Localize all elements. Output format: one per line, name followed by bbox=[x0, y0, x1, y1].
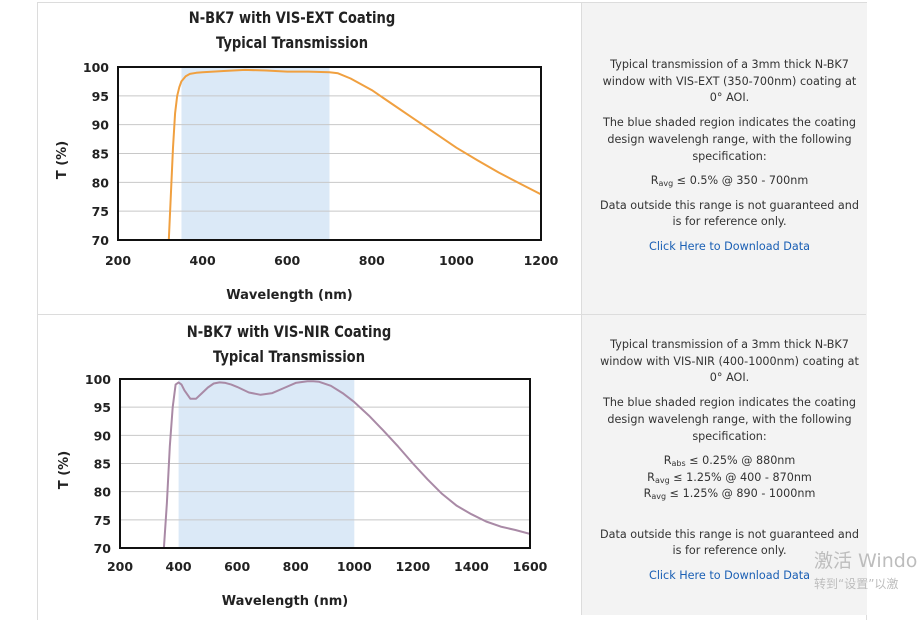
disclaimer-text: Data outside this range is not guarantee… bbox=[600, 198, 859, 229]
shaded-region-text: The blue shaded region indicates the coa… bbox=[603, 116, 856, 163]
x-axis-label: Wavelength (nm) bbox=[226, 288, 352, 303]
chart-subtitle: Typical Transmission bbox=[216, 34, 368, 53]
y-tick-label: 95 bbox=[92, 89, 109, 104]
spec-item: Ravg ≤ 0.5% @ 350 - 700nm bbox=[650, 174, 809, 189]
chart-cell: N-BK7 with VIS-NIR Coating Typical Trans… bbox=[38, 315, 581, 615]
x-tick-label: 800 bbox=[359, 253, 385, 268]
description-cell: Typical transmission of a 3mm thick N-BK… bbox=[581, 315, 867, 615]
windows-activation-watermark: 激活 Windo 转到“设置”以激 bbox=[814, 546, 917, 592]
x-tick-label: 200 bbox=[107, 559, 133, 574]
disclaimer-text: Data outside this range is not guarantee… bbox=[600, 527, 859, 558]
chart-subtitle: Typical Transmission bbox=[213, 348, 365, 367]
chart-title: N-BK7 with VIS-NIR Coating bbox=[187, 323, 391, 342]
table-row: N-BK7 with VIS-EXT Coating Typical Trans… bbox=[38, 2, 867, 315]
plot-frame bbox=[117, 66, 542, 241]
x-tick-label: 1200 bbox=[395, 559, 430, 574]
table-row: N-BK7 with VIS-NIR Coating Typical Trans… bbox=[38, 314, 867, 615]
y-tick-label: 85 bbox=[92, 147, 109, 162]
x-tick-label: 1200 bbox=[524, 253, 559, 268]
specification-list: Ravg ≤ 0.5% @ 350 - 700nm bbox=[596, 173, 863, 190]
y-tick-label: 75 bbox=[94, 513, 111, 528]
description-cell: Typical transmission of a 3mm thick N-BK… bbox=[581, 3, 867, 315]
x-tick-label: 800 bbox=[283, 559, 309, 574]
spec-item: Ravg ≤ 1.25% @ 400 - 870nm bbox=[647, 470, 812, 485]
watermark-line: 转到“设置”以激 bbox=[814, 577, 899, 591]
download-data-link[interactable]: Click Here to Download Data bbox=[649, 569, 810, 583]
y-tick-label: 100 bbox=[83, 60, 109, 75]
transmission-chart-vis-nir: N-BK7 with VIS-NIR Coating Typical Trans… bbox=[57, 323, 548, 609]
description-text: Typical transmission of a 3mm thick N-BK… bbox=[602, 58, 857, 105]
x-tick-label: 1600 bbox=[513, 559, 548, 574]
watermark-line: 激活 Windo bbox=[814, 550, 917, 572]
x-tick-label: 1000 bbox=[337, 559, 372, 574]
x-tick-label: 1000 bbox=[439, 253, 474, 268]
transmission-chart-vis-ext: N-BK7 with VIS-EXT Coating Typical Trans… bbox=[55, 9, 559, 303]
y-tick-label: 100 bbox=[85, 372, 111, 387]
x-tick-label: 600 bbox=[274, 253, 300, 268]
chart-cell: N-BK7 with VIS-EXT Coating Typical Trans… bbox=[38, 3, 581, 315]
y-tick-label: 85 bbox=[94, 457, 111, 472]
chart-title: N-BK7 with VIS-EXT Coating bbox=[189, 9, 396, 28]
y-tick-label: 95 bbox=[94, 400, 111, 415]
y-tick-label: 80 bbox=[94, 485, 112, 500]
spec-item: Rabs ≤ 0.25% @ 880nm bbox=[663, 454, 796, 469]
y-tick-label: 90 bbox=[92, 118, 110, 133]
description-text: Typical transmission of a 3mm thick N-BK… bbox=[600, 338, 859, 385]
plot-frame bbox=[119, 378, 531, 549]
x-tick-label: 1400 bbox=[454, 559, 489, 574]
x-tick-label: 400 bbox=[190, 253, 216, 268]
y-tick-label: 90 bbox=[94, 428, 112, 443]
x-tick-label: 400 bbox=[166, 559, 192, 574]
x-tick-label: 600 bbox=[224, 559, 250, 574]
y-tick-label: 75 bbox=[92, 204, 109, 219]
y-tick-label: 80 bbox=[92, 175, 110, 190]
y-axis-label: T (%) bbox=[57, 451, 72, 489]
x-axis-label: Wavelength (nm) bbox=[222, 594, 348, 609]
y-axis-label: T (%) bbox=[55, 141, 70, 179]
transmission-curve bbox=[167, 68, 541, 240]
spec-item: Ravg ≤ 1.25% @ 890 - 1000nm bbox=[643, 487, 816, 502]
x-tick-label: 200 bbox=[105, 253, 131, 268]
y-tick-label: 70 bbox=[94, 541, 112, 556]
shaded-region-text: The blue shaded region indicates the coa… bbox=[603, 396, 856, 443]
transmission-curve bbox=[162, 380, 530, 548]
product-data-table: N-BK7 with VIS-EXT Coating Typical Trans… bbox=[37, 2, 867, 620]
download-data-link[interactable]: Click Here to Download Data bbox=[649, 240, 810, 254]
y-tick-label: 70 bbox=[92, 233, 110, 248]
specification-list: Rabs ≤ 0.25% @ 880nm Ravg ≤ 1.25% @ 400 … bbox=[596, 453, 863, 503]
